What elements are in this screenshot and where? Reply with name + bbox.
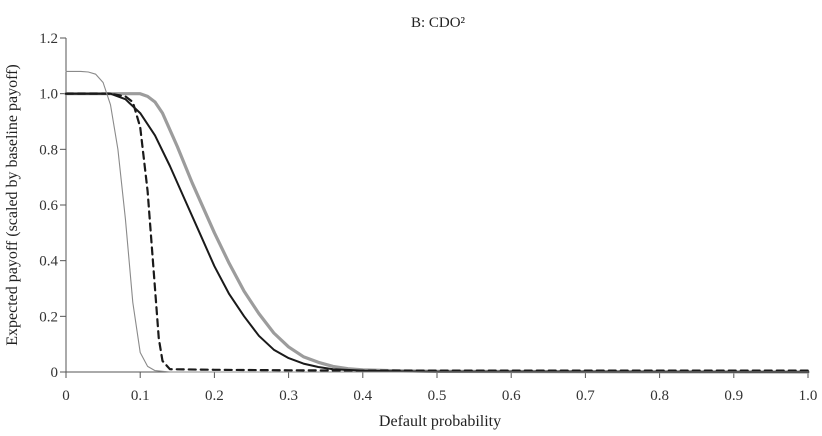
y-tick-label: 0.2 — [39, 309, 58, 325]
y-axis-title: Expected payoff (scaled by baseline payo… — [4, 64, 21, 346]
x-tick-label: 0.7 — [576, 388, 595, 404]
x-tick-label: 0.8 — [650, 388, 669, 404]
y-ticks: 0 0.2 0.4 0.6 0.8 1.0 1.2 — [39, 31, 66, 381]
y-tick-label: 0.8 — [39, 142, 58, 158]
series-line-dashed — [64, 92, 810, 372]
series-line-thin — [65, 70, 809, 373]
x-tick-label: 0.4 — [353, 388, 372, 404]
y-tick-label: 0.6 — [39, 198, 58, 214]
x-ticks: 0 0.1 0.2 0.3 0.4 0.5 0.6 0.7 0.8 0.9 1.0 — [62, 372, 817, 404]
y-tick-label: 0.4 — [39, 254, 58, 270]
x-axis-title: Default probability — [379, 413, 501, 430]
x-tick-label: 0.1 — [131, 388, 150, 404]
x-tick-label: 0.2 — [205, 388, 224, 404]
y-tick-label: 1.2 — [39, 31, 58, 47]
x-tick-label: 0.6 — [502, 388, 521, 404]
series-line-solid — [65, 92, 809, 373]
x-tick-label: 0.9 — [724, 388, 743, 404]
x-tick-label: 0.5 — [428, 388, 447, 404]
series-lines — [64, 70, 810, 374]
chart-title: B: CDO² — [411, 15, 466, 31]
x-tick-label: 0 — [62, 388, 70, 404]
y-tick-label: 0 — [51, 365, 59, 381]
x-tick-label: 0.3 — [279, 388, 298, 404]
x-tick-label: 1.0 — [799, 388, 818, 404]
y-tick-label: 1.0 — [39, 87, 58, 103]
series-line-thick — [64, 92, 810, 374]
axes — [65, 38, 808, 373]
